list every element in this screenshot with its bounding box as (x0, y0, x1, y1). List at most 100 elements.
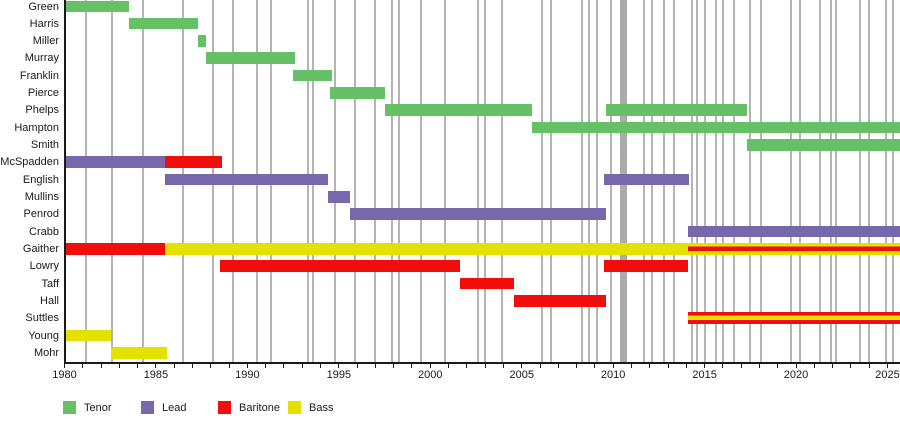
axis-tick (777, 364, 779, 368)
axis-tick (393, 364, 395, 368)
timeline-bar (329, 87, 385, 99)
axis-tick (557, 364, 559, 368)
timeline-bar (459, 277, 515, 290)
timeline-bar (514, 295, 606, 307)
gridline (690, 0, 693, 362)
gridline (891, 0, 894, 362)
timeline-bar (746, 139, 900, 151)
row-label: Penrod (23, 208, 59, 221)
axis-tick (795, 364, 797, 368)
gridline (703, 0, 706, 362)
axis-tick (82, 364, 84, 368)
timeline-bar (531, 121, 900, 134)
axis-tick (832, 364, 834, 368)
gridline (884, 0, 887, 362)
axis-tick (448, 364, 450, 368)
row-label: Mohr (33, 347, 59, 360)
axis-tick (740, 364, 742, 368)
gridline (85, 0, 88, 362)
axis-tick (758, 364, 760, 368)
axis-tick (466, 364, 468, 368)
axis-tick (301, 364, 303, 368)
gridline (732, 0, 735, 362)
row-label: Miller (32, 35, 59, 48)
gridline (714, 0, 717, 362)
row-label: Green (28, 0, 59, 13)
gridline (749, 0, 752, 362)
axis-tick-label: 1980 (52, 369, 77, 381)
axis-tick-label: 2015 (692, 369, 717, 381)
gridline (374, 0, 377, 362)
gridline (334, 0, 337, 362)
row-label: English (22, 173, 59, 186)
axis-tick (667, 364, 669, 368)
axis-tick (173, 364, 175, 368)
axis-tick (283, 364, 285, 368)
row-label: Phelps (25, 104, 59, 117)
legend-label: Baritone (239, 402, 280, 414)
row-label: Hall (40, 295, 59, 308)
axis-tick (850, 364, 852, 368)
axis-tick (137, 364, 139, 368)
gridline (549, 0, 552, 362)
row-label: Murray (24, 52, 59, 65)
timeline-bar (384, 104, 532, 116)
row-label: Suttles (25, 312, 59, 325)
axis-tick (100, 364, 102, 368)
gridline (420, 0, 423, 362)
gridline (581, 0, 584, 362)
x-axis-line (64, 362, 900, 364)
axis-tick (429, 364, 431, 368)
timeline-bar (219, 260, 460, 272)
row-label: Gaither (22, 243, 59, 256)
timeline-bar (604, 173, 690, 186)
gridline (829, 0, 832, 362)
axis-tick (722, 364, 724, 368)
gridline (696, 0, 699, 362)
legend-swatch-lead (141, 401, 154, 414)
legend-label: Lead (162, 402, 187, 414)
axis-tick (576, 364, 578, 368)
row-label: Pierce (27, 87, 59, 100)
axis-tick (118, 364, 120, 368)
timeline-bar (198, 35, 207, 47)
axis-tick-label: 2000 (418, 369, 443, 381)
axis-tick (192, 364, 194, 368)
axis-tick (64, 364, 65, 368)
row-label: McSpadden (0, 156, 59, 169)
axis-tick-label: 1985 (143, 369, 169, 381)
row-label: Franklin (19, 69, 59, 82)
timeline-bar (688, 225, 900, 238)
axis-tick (484, 364, 486, 368)
axis-tick (813, 364, 815, 368)
row-label: Harris (29, 17, 59, 30)
gridline (142, 0, 145, 362)
legend-swatch-tenor (63, 401, 76, 414)
row-label: Lowry (29, 260, 59, 273)
axis-tick-label: 1990 (235, 369, 260, 381)
axis-tick (612, 364, 614, 368)
gridline (859, 0, 862, 362)
timeline-bar (206, 52, 295, 64)
timeline-bar (66, 156, 166, 168)
timeline-bar (111, 347, 167, 359)
row-label: Young (28, 329, 59, 342)
timeline-bar (327, 191, 350, 203)
gridline (354, 0, 357, 362)
row-label: Mullins (24, 191, 59, 204)
axis-tick (411, 364, 413, 368)
timeline-bar (66, 0, 129, 12)
plot-left-border (64, 0, 66, 362)
axis-tick (155, 364, 157, 368)
axis-tick (320, 364, 322, 368)
axis-tick (539, 364, 541, 368)
axis-tick (521, 364, 523, 368)
gridline (868, 0, 871, 362)
axis-tick (502, 364, 504, 368)
axis-tick (338, 364, 340, 368)
axis-tick (228, 364, 230, 368)
timeline-bar (66, 243, 166, 255)
axis-tick-label: 2005 (509, 369, 534, 381)
gridline (398, 0, 401, 362)
